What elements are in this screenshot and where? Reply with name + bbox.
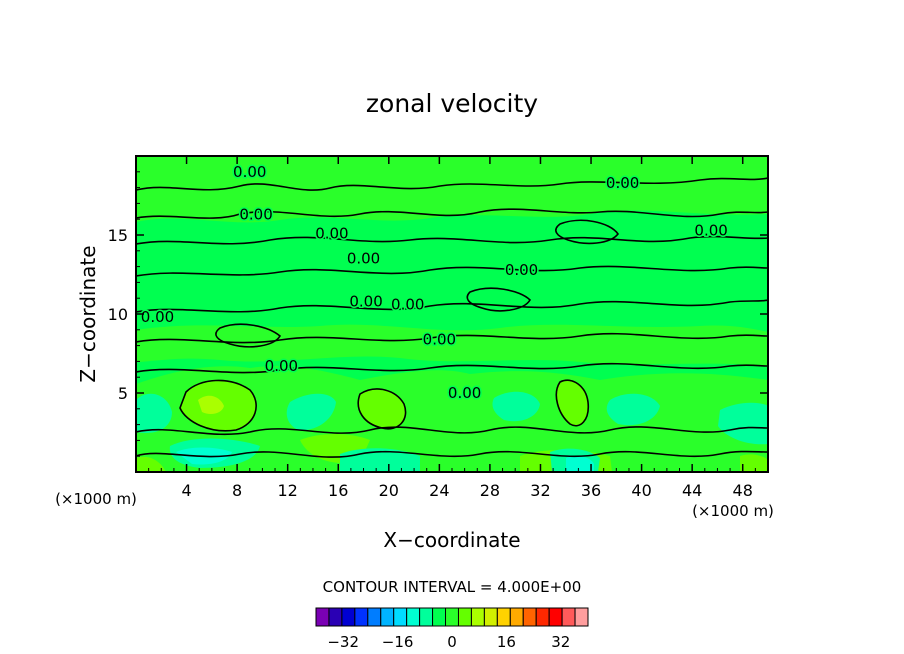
x-tick-label: 8: [232, 481, 242, 500]
contour-label: 0.00: [315, 224, 348, 242]
colorbar-swatch: [470, 607, 485, 627]
colorbar-swatch: [328, 607, 343, 627]
contour-label: 0.00: [233, 163, 266, 181]
x-tick-label: 36: [581, 481, 601, 500]
contour-label: 0.00: [606, 174, 639, 192]
colorbar-swatch: [509, 607, 524, 627]
contour-line: [136, 208, 768, 219]
contour-band-negative: [136, 393, 172, 434]
contour-line: [555, 379, 590, 427]
contour-line: [136, 362, 768, 374]
contour-line: [357, 388, 407, 430]
contour-line: [136, 426, 768, 436]
colorbar-tick-label: −32: [327, 633, 359, 651]
contour-band-negative: [492, 391, 540, 422]
contour-label: 0.00: [694, 221, 727, 239]
x-unit-left: (×1000 m): [55, 490, 137, 508]
x-axis: 4 8 12 16 20 24 28 32 36 40 44 48: [148, 156, 756, 500]
colorbar-swatch: [367, 607, 382, 627]
contour-label: 0.00: [239, 205, 272, 223]
contour-line: [215, 323, 282, 348]
colorbar-swatch: [315, 607, 330, 627]
contour-band-positive: [556, 380, 589, 426]
contour-band-negative: [606, 393, 660, 426]
contour-band-positive: [136, 456, 166, 472]
colorbar-swatch: [341, 607, 356, 627]
colorbar-swatch: [419, 607, 434, 627]
colorbar-swatch: [406, 607, 421, 627]
contour-band-negative: [286, 393, 336, 431]
contour-label: 0.00: [349, 292, 382, 310]
contour-label: 0.00: [505, 261, 538, 279]
contour-band-slight-positive: [136, 324, 768, 366]
contour-band-negative: [718, 402, 768, 445]
x-tick-label: 28: [480, 481, 500, 500]
x-tick-label: 20: [379, 481, 399, 500]
x-tick-label: 44: [682, 481, 702, 500]
x-unit-right: (×1000 m): [692, 502, 774, 520]
contour-line: [136, 177, 768, 191]
plot-area: 0.00 0.00 0.00 0.00 0.00 0.00 0.00 0.00 0.00 0.00…: [136, 156, 768, 472]
y-tick-label: 15: [108, 226, 128, 245]
contour-band-positive: [358, 389, 406, 429]
colorbar-swatch: [380, 607, 395, 627]
contour-interval: CONTOUR INTERVAL = 4.000E+00: [323, 578, 582, 596]
contour-band-slight-positive: [136, 366, 768, 472]
y-axis: 5 10 15: [108, 171, 768, 457]
contour-line: [555, 219, 619, 245]
contour-label: 0.00: [347, 250, 380, 268]
contour-label: 0.00: [391, 296, 424, 314]
contour-band-strong-positive: [198, 395, 224, 414]
colorbar-swatch: [432, 607, 447, 627]
contour-label: 0.00: [423, 330, 456, 348]
colorbar-swatch: [522, 607, 537, 627]
x-tick-label: 32: [530, 481, 550, 500]
colorbar-swatch: [548, 607, 563, 627]
colorbar-swatch: [561, 607, 576, 627]
contour-band-slight-positive: [136, 156, 768, 223]
colorbar-tick-label: 32: [551, 633, 570, 651]
x-tick-label: 48: [733, 481, 753, 500]
x-tick-label: 4: [181, 481, 191, 500]
x-tick-label: 16: [328, 481, 348, 500]
x-tick-label: 12: [278, 481, 298, 500]
y-tick-label: 5: [118, 384, 128, 403]
x-tick-label: 40: [631, 481, 651, 500]
colorbar-swatch: [445, 607, 459, 627]
chart-title: zonal velocity: [366, 89, 538, 118]
contour-line: [136, 265, 768, 277]
colorbar-swatch: [483, 607, 498, 627]
colorbar-tick-label: 0: [447, 633, 457, 651]
contour-line: [466, 287, 532, 312]
contour-label: 0.00: [265, 357, 298, 375]
colorbar: −32 −16 0 16 32: [315, 607, 589, 651]
colorbar-swatch: [574, 607, 589, 627]
contour-line: [136, 299, 768, 313]
contour-band-strong-negative: [566, 456, 594, 472]
colorbar-swatch: [354, 607, 369, 627]
x-axis-label: X−coordinate: [383, 528, 520, 552]
colorbar-swatch: [393, 607, 408, 627]
contour-line: [136, 450, 768, 458]
contour-line: [179, 379, 257, 432]
x-tick-label: 24: [429, 481, 449, 500]
colorbar-tick-label: 16: [497, 633, 516, 651]
colorbar-swatch: [496, 607, 511, 627]
colorbar-swatch: [457, 607, 472, 627]
colorbar-swatch: [535, 607, 550, 627]
y-tick-label: 10: [108, 305, 128, 324]
contour-line: [136, 332, 768, 344]
contour-band-positive: [740, 454, 768, 472]
contour-line: [136, 235, 768, 245]
colorbar-tick-label: −16: [382, 633, 414, 651]
contour-label: 0.00: [448, 384, 481, 402]
contour-label: 0.00: [141, 308, 174, 326]
y-axis-label: Z−coordinate: [76, 245, 100, 382]
